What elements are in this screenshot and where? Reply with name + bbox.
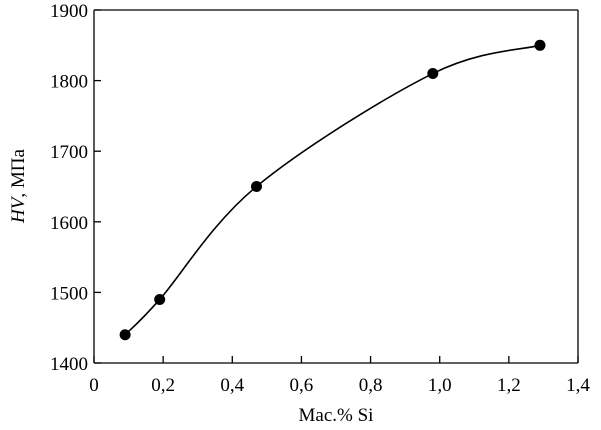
- x-tick-label: 0,6: [290, 375, 314, 396]
- y-tick-label: 1700: [50, 142, 88, 163]
- y-ticks: 1400 1500 1600 1700 1800 1900: [50, 1, 101, 375]
- data-point: [154, 293, 166, 305]
- y-tick-label: 1900: [50, 1, 88, 22]
- data-point: [534, 39, 546, 51]
- x-tick-label: 0,8: [359, 375, 383, 396]
- x-tick-label: 1,4: [566, 375, 590, 396]
- data-point: [119, 329, 131, 341]
- data-point: [250, 181, 262, 192]
- x-tick-label: 1,0: [428, 375, 452, 396]
- x-ticks: 0 0,2 0,4 0,6 0,8 1,0 1,2 1,4: [89, 356, 590, 396]
- y-tick-label: 1400: [50, 354, 88, 375]
- plot-frame: [93, 9, 579, 364]
- x-tick-label: 0,2: [151, 375, 175, 396]
- y-tick-label: 1800: [50, 72, 88, 93]
- x-tick-label: 1,2: [497, 375, 521, 396]
- y-axis-label: HV, МПа: [8, 149, 29, 224]
- data-point: [427, 68, 439, 80]
- x-tick-label: 0,4: [220, 375, 244, 396]
- y-axis-label-symbol: HV: [8, 195, 29, 224]
- series-line: [124, 44, 541, 336]
- y-tick-label: 1600: [50, 213, 88, 234]
- x-tick-label: 0: [89, 375, 99, 396]
- data-points: [119, 39, 546, 341]
- x-axis-label: Мас.% Si: [299, 405, 374, 426]
- y-axis-label-unit: , МПа: [8, 149, 29, 198]
- y-tick-label: 1500: [50, 283, 88, 304]
